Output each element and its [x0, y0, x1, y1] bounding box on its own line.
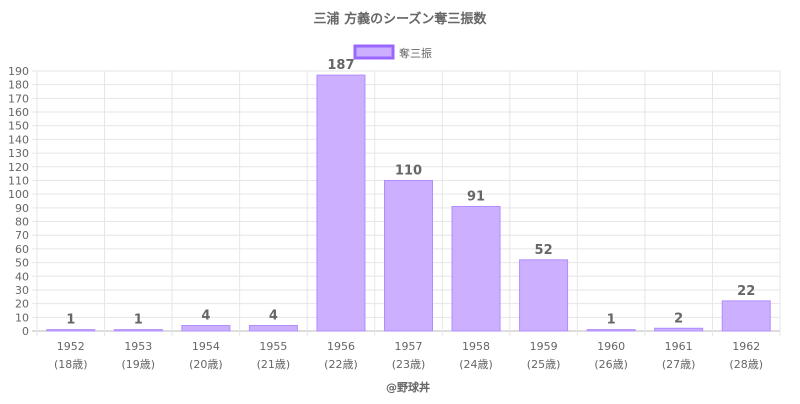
x-tick-sublabel: (25歳) — [527, 358, 561, 371]
x-tick-sublabel: (21歳) — [257, 358, 291, 371]
bar — [586, 329, 636, 332]
y-tick-label: 40 — [15, 270, 29, 283]
y-tick-label: 140 — [8, 133, 29, 146]
x-tick-label: 1957 — [395, 340, 423, 353]
y-tick-label: 120 — [8, 161, 29, 174]
legend-swatch — [353, 44, 395, 60]
x-tick-label: 1959 — [530, 340, 558, 353]
y-tick-label: 180 — [8, 79, 29, 92]
x-tick-sublabel: (18歳) — [54, 358, 88, 371]
x-tick-sublabel: (19歳) — [122, 358, 156, 371]
x-tick-label: 1962 — [732, 340, 760, 353]
data-label: 52 — [535, 243, 553, 258]
x-tick-label: 1960 — [597, 340, 625, 353]
x-tick-label: 1961 — [665, 340, 693, 353]
y-tick-label: 80 — [15, 216, 29, 229]
x-tick-sublabel: (24歳) — [459, 358, 493, 371]
y-tick-label: 70 — [15, 229, 29, 242]
y-tick-label: 10 — [15, 311, 29, 324]
bar — [248, 325, 298, 332]
data-label: 22 — [737, 284, 755, 299]
y-tick-label: 0 — [22, 325, 29, 338]
x-tick-sublabel: (28歳) — [729, 358, 763, 371]
y-tick-label: 130 — [8, 147, 29, 160]
data-label: 1 — [607, 313, 616, 328]
y-tick-label: 170 — [8, 92, 29, 105]
x-tick-label: 1955 — [259, 340, 287, 353]
y-tick-label: 160 — [8, 106, 29, 119]
y-tick-label: 150 — [8, 120, 29, 133]
y-tick-label: 110 — [8, 174, 29, 187]
x-tick-label: 1954 — [192, 340, 220, 353]
y-tick-label: 30 — [15, 284, 29, 297]
bar — [519, 259, 569, 332]
x-tick-sublabel: (26歳) — [594, 358, 628, 371]
y-tick-label: 50 — [15, 257, 29, 270]
data-label: 1 — [134, 313, 143, 328]
legend-label: 奪三振 — [399, 46, 432, 60]
chart-title: 三浦 方義のシーズン奪三振数 — [314, 11, 488, 27]
x-tick-label: 1952 — [57, 340, 85, 353]
legend: 奪三振 — [353, 44, 432, 60]
y-tick-label: 60 — [15, 243, 29, 256]
data-label: 4 — [269, 309, 278, 324]
y-tick-label: 20 — [15, 298, 29, 311]
x-tick-label: 1953 — [124, 340, 152, 353]
bar — [654, 327, 704, 332]
bar — [451, 205, 501, 332]
x-tick-sublabel: (23歳) — [392, 358, 426, 371]
bar — [181, 325, 231, 332]
data-label: 1 — [66, 313, 75, 328]
x-tick-label: 1958 — [462, 340, 490, 353]
x-tick-label: 1956 — [327, 340, 355, 353]
bar — [46, 329, 96, 332]
bar — [384, 179, 433, 332]
data-label: 91 — [467, 189, 485, 204]
data-label: 4 — [201, 309, 210, 324]
y-tick-label: 100 — [8, 188, 29, 201]
data-label: 110 — [395, 163, 422, 178]
x-tick-sublabel: (27歳) — [662, 358, 696, 371]
x-tick-sublabel: (20歳) — [189, 358, 223, 371]
y-tick-label: 190 — [8, 65, 29, 78]
bar — [113, 329, 163, 332]
bar — [721, 300, 771, 332]
data-label: 2 — [674, 311, 683, 326]
x-tick-sublabel: (22歳) — [324, 358, 358, 371]
footer-credit: @野球丼 — [386, 380, 430, 394]
y-tick-label: 90 — [15, 202, 29, 215]
data-label: 187 — [327, 58, 354, 73]
bar — [316, 74, 366, 332]
